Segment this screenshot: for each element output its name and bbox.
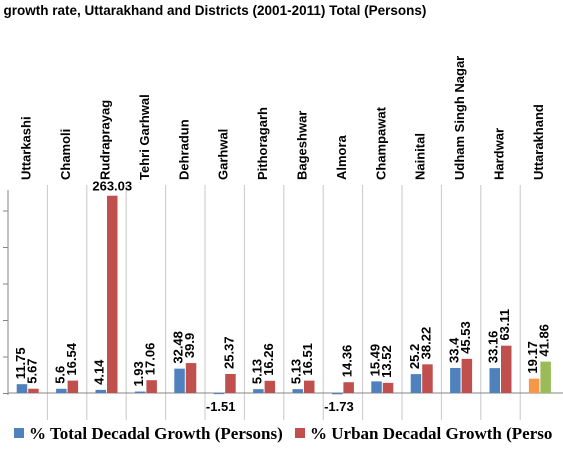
category-label-udham-singh-nagar: Udham Singh Nagar (452, 56, 467, 180)
bar-urban-hardwar (501, 345, 512, 393)
data-label-urban-dehradun: 39.9 (182, 333, 197, 358)
category-label-rudraprayag: Rudraprayag (98, 100, 113, 180)
category-label-nainital: Nainital (413, 133, 428, 180)
bar-total-uttarkashi (16, 384, 28, 393)
bar-total-nainital (410, 374, 422, 393)
bar-total-hardwar (489, 368, 500, 393)
bar-urban-uttarakhand (540, 361, 551, 393)
data-label-total-uttarakhand: 19.17 (525, 341, 540, 374)
bar-urban-dehradun (185, 363, 197, 393)
category-label-bageshwar: Bageshwar (295, 111, 310, 180)
data-label-urban-bageshwar: 16.51 (300, 343, 315, 376)
legend-item-total: % Total Decadal Growth (Persons) (14, 424, 283, 444)
data-label-total-tehri-garhwal: 1.93 (131, 361, 146, 386)
category-label-pithoragarh: Pithoragarh (255, 107, 270, 180)
bar-urban-almora (343, 382, 354, 393)
data-label-total-bageshwar: 5.13 (289, 359, 304, 384)
bar-urban-udham-singh-nagar (461, 358, 473, 393)
bar-total-garhwal (213, 393, 225, 395)
category-label-uttarkashi: Uttarkashi (19, 116, 34, 180)
data-label-total-nainital: 25.2 (407, 344, 422, 369)
data-label-urban-uttarakhand: 41.86 (537, 324, 552, 357)
data-label-urban-uttarkashi: 5.67 (24, 358, 39, 383)
bar-urban-garhwal (225, 373, 236, 393)
bar-urban-bageshwar (304, 380, 315, 393)
legend-swatch-total (14, 428, 24, 438)
data-label-urban-udham-singh-nagar: 45.53 (458, 321, 473, 354)
category-label-champawat: Champawat (373, 106, 388, 180)
data-label-urban-nainital: 38.22 (418, 327, 433, 360)
bar-total-chamoli (56, 388, 67, 393)
data-label-total-hardwar: 33.16 (486, 331, 501, 364)
category-label-tehri-garhwal: Tehri Garhwal (137, 94, 152, 180)
data-label-total-udham-singh-nagar: 33.4 (446, 337, 461, 363)
data-label-total-dehradun: 32.48 (171, 331, 186, 364)
bar-total-uttarakhand (528, 378, 540, 393)
bar-total-tehri-garhwal (134, 391, 146, 393)
bar-urban-pithoragarh (264, 380, 276, 393)
bar-total-dehradun (174, 368, 185, 393)
data-label-urban-garhwal: 25.37 (221, 336, 236, 369)
data-label-total-champawat: 15.49 (368, 344, 383, 377)
bar-urban-uttarkashi (28, 388, 39, 393)
bar-urban-champawat (382, 382, 394, 393)
data-label-urban-pithoragarh: 16.26 (261, 343, 276, 376)
data-label-urban-hardwar: 63.11 (497, 309, 512, 341)
category-label-hardwar: Hardwar (492, 128, 507, 180)
category-label-garhwal: Garhwal (216, 129, 231, 180)
data-label-urban-rudraprayag: 263.03 (92, 179, 132, 194)
data-label-total-chamoli: 5.6 (52, 366, 67, 384)
bar-urban-rudraprayag (107, 195, 118, 393)
bar-urban-tehri-garhwal (146, 380, 157, 393)
bar-total-udham-singh-nagar (450, 367, 461, 393)
data-label-urban-champawat: 13.52 (379, 345, 394, 378)
data-label-urban-almora: 14.36 (340, 345, 355, 378)
category-label-chamoli: Chamoli (58, 129, 73, 180)
data-label-total-uttarkashi: 11.75 (13, 347, 28, 379)
bar-urban-nainital (422, 364, 433, 393)
bar-urban-chamoli (67, 380, 79, 393)
legend-label-urban: % Urban Decadal Growth (Perso (310, 424, 553, 443)
bar-total-almora (331, 393, 343, 395)
bar-total-champawat (371, 381, 382, 393)
bar-total-bageshwar (292, 389, 303, 393)
data-label-urban-tehri-garhwal: 17.06 (143, 343, 158, 376)
bar-total-rudraprayag (95, 389, 106, 393)
bar-total-pithoragarh (253, 389, 264, 393)
data-label-total-almora: -1.73 (324, 399, 354, 414)
legend-swatch-urban (295, 428, 305, 438)
legend-item-urban: % Urban Decadal Growth (Perso (295, 424, 552, 444)
data-label-urban-chamoli: 16.54 (64, 342, 79, 375)
category-label-dehradun: Dehradun (176, 119, 191, 180)
legend-label-total: % Total Decadal Growth (Persons) (29, 424, 283, 443)
data-label-total-garhwal: -1.51 (206, 399, 236, 414)
data-label-total-pithoragarh: 5.13 (249, 359, 264, 384)
data-label-total-rudraprayag: 4.14 (92, 359, 107, 385)
chart-title: l growth rate, Uttarakhand and Districts… (0, 3, 427, 18)
category-label-almora: Almora (334, 134, 349, 180)
category-label-uttarakhand: Uttarakhand (531, 104, 546, 180)
